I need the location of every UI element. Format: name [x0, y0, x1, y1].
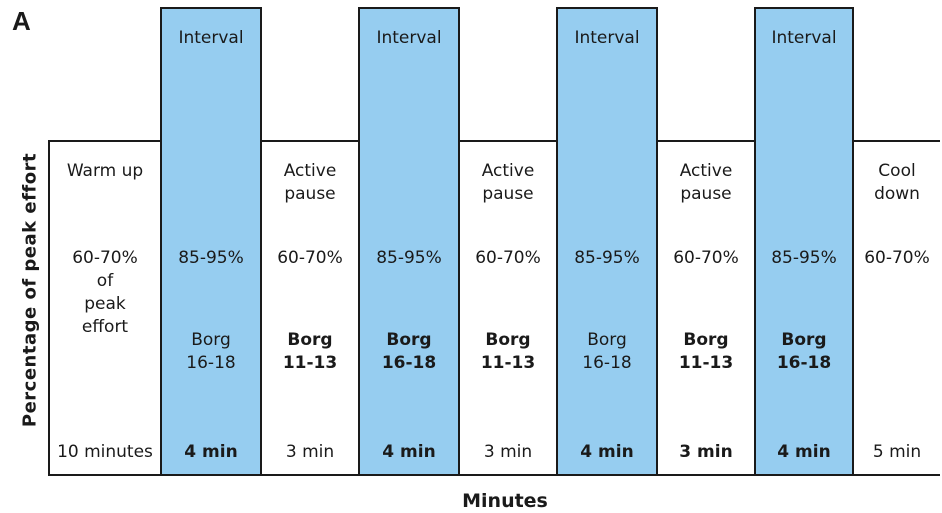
segment-duration: 5 min — [872, 442, 922, 462]
segment-duration: 3 min — [285, 442, 335, 462]
segment-intensity: 60-70% — [864, 248, 930, 268]
segment-active-pause-3: Active pause 60-70% Borg 11-13 3 min — [656, 140, 756, 476]
segment-intensity: 85-95% — [771, 248, 837, 268]
segment-duration: 4 min — [184, 442, 238, 462]
panel-label: A — [12, 6, 31, 36]
segment-title: Interval — [178, 28, 244, 48]
segment-intensity: 60-70% — [475, 248, 541, 268]
segment-title: Active pause — [283, 161, 337, 204]
segment-interval-1: Interval 85-95% Borg 16-18 4 min — [160, 7, 262, 476]
segment-borg: Borg 11-13 — [678, 330, 734, 373]
segment-warm-up: Warm up 60-70% of peak effort 10 minutes — [48, 140, 162, 476]
segment-title: Interval — [574, 28, 640, 48]
segment-title: Active pause — [481, 161, 535, 204]
segment-title: Warm up — [66, 161, 144, 181]
segment-borg: Borg 16-18 — [776, 330, 832, 373]
segment-intensity: 60-70% — [277, 248, 343, 268]
segment-title: Active pause — [679, 161, 733, 204]
segment-intensity: 85-95% — [574, 248, 640, 268]
segment-intensity: 60-70% of peak effort — [72, 248, 138, 337]
segment-interval-3: Interval 85-95% Borg 16-18 4 min — [556, 7, 658, 476]
segment-intensity: 85-95% — [376, 248, 442, 268]
segment-title: Cool down — [874, 161, 920, 204]
segment-borg: Borg 16-18 — [381, 330, 437, 373]
segment-borg: Borg 11-13 — [282, 330, 338, 373]
segment-active-pause-2: Active pause 60-70% Borg 11-13 3 min — [458, 140, 558, 476]
segment-title: Interval — [376, 28, 442, 48]
segment-duration: 3 min — [483, 442, 533, 462]
segment-borg: Borg 11-13 — [480, 330, 536, 373]
segment-cool-down: Cool down 60-70% 5 min — [852, 140, 940, 476]
segment-duration: 10 minutes — [57, 442, 153, 462]
segment-interval-2: Interval 85-95% Borg 16-18 4 min — [358, 7, 460, 476]
segment-interval-4: Interval 85-95% Borg 16-18 4 min — [754, 7, 854, 476]
segment-borg: Borg 16-18 — [582, 330, 632, 373]
segment-duration: 4 min — [580, 442, 634, 462]
segment-intensity: 60-70% — [673, 248, 739, 268]
y-axis-label: Percentage of peak effort — [19, 152, 41, 428]
segment-duration: 4 min — [382, 442, 436, 462]
segment-active-pause-1: Active pause 60-70% Borg 11-13 3 min — [260, 140, 360, 476]
segment-intensity: 85-95% — [178, 248, 244, 268]
segment-duration: 4 min — [777, 442, 831, 462]
segment-duration: 3 min — [679, 442, 733, 462]
segment-borg: Borg 16-18 — [186, 330, 236, 373]
segment-title: Interval — [771, 28, 837, 48]
x-axis-label: Minutes — [462, 490, 548, 512]
